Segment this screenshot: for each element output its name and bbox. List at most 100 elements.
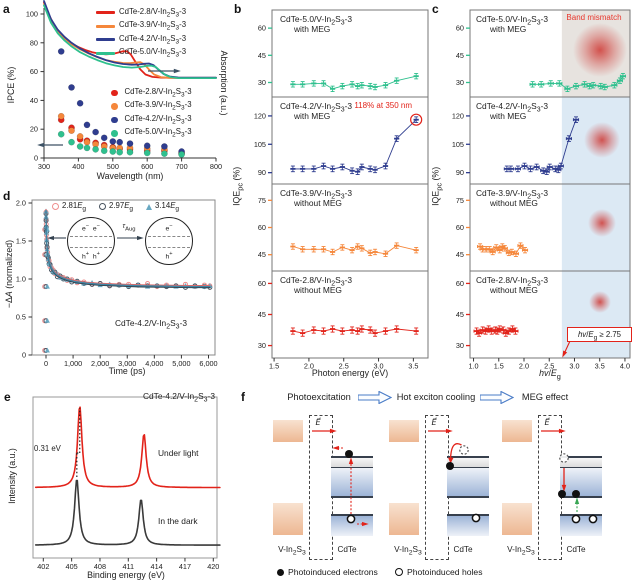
vins-band-block	[273, 420, 303, 442]
panel-b-sp2-title: CdTe-4.2/V-In2S3-3	[280, 101, 353, 114]
vins-material-label: V-In2S3	[507, 545, 535, 557]
band-edge-line	[447, 456, 489, 458]
panel-c-ylabel: IQEpc (%)	[430, 166, 444, 206]
open-hole-icon	[395, 568, 403, 576]
band-dash-line	[70, 247, 112, 249]
vins-band-block	[273, 503, 303, 535]
panel-d: d 0 1,000 2,000 3,000 4,000 5,000 6,000 0 0.5 1.0…	[0, 187, 230, 378]
band-edge-line	[447, 496, 489, 498]
svg-text:2.0: 2.0	[519, 362, 529, 371]
vins-material-label: V-In2S3	[278, 545, 306, 557]
panel-a-line-legend: CdTe-2.8/V-In2S3-3 CdTe-3.9/V-In2S3-3 CdTe…	[96, 6, 186, 60]
panel-c: c 30 45 60 90 105 120 45 60 75 30 45 60 1.0 1.5 2.0 2.5…	[430, 0, 639, 381]
svg-text:0: 0	[44, 359, 48, 368]
legend-item: 2.81Eg	[52, 201, 86, 213]
panel-b-sp4-title: CdTe-2.8/V-In2S3-3	[280, 275, 353, 288]
panel-b-sp1-title: CdTe-5.0/V-In2S3-3	[280, 14, 353, 27]
panel-a-ylabel-left: IPCE (%)	[6, 66, 16, 104]
panel-c-band-mismatch-label: Band mismatch	[566, 13, 622, 22]
svg-text:411: 411	[122, 562, 134, 571]
svg-text:45: 45	[456, 51, 464, 60]
panel-c-sp3-subtitle: without MEG	[490, 198, 538, 208]
svg-text:0.5: 0.5	[16, 313, 26, 322]
conduction-band	[560, 468, 602, 496]
single-hole-label: h+	[165, 250, 173, 260]
auger-lifetime-label: τAug	[122, 223, 136, 233]
conduction-band	[447, 468, 489, 496]
panel-b-meg-annotation: 118% at 350 nm	[354, 101, 412, 110]
valence-band	[560, 515, 602, 536]
field-region-box	[538, 415, 562, 560]
band-edge-line	[560, 456, 602, 458]
panel-b-sp2-subtitle: with MEG	[294, 111, 331, 121]
svg-text:3.5: 3.5	[595, 362, 605, 371]
single-electron-label: e−	[165, 223, 173, 233]
svg-text:1.0: 1.0	[16, 275, 26, 284]
svg-text:75: 75	[456, 196, 464, 205]
svg-text:1.5: 1.5	[494, 362, 504, 371]
svg-text:3.0: 3.0	[569, 362, 579, 371]
biexciton-circle: e− e− h+ h+	[67, 217, 115, 265]
svg-text:75: 75	[258, 196, 266, 205]
panel-c-sp4-title: CdTe-2.8/V-In2S3-3	[476, 275, 549, 288]
cdte-material-label: CdTe	[453, 545, 473, 554]
svg-text:700: 700	[176, 162, 188, 171]
svg-text:60: 60	[258, 223, 266, 232]
svg-text:30: 30	[456, 341, 464, 350]
svg-text:90: 90	[258, 168, 266, 177]
svg-text:3,000: 3,000	[118, 359, 136, 368]
svg-text:120: 120	[254, 111, 266, 120]
panel-b-sp3-subtitle: without MEG	[294, 198, 342, 208]
panel-e-chart: 402 405 408 411 414 417 420	[32, 396, 221, 571]
panel-a-label: a	[3, 2, 10, 16]
svg-text:408: 408	[94, 562, 106, 571]
biexciton-electrons-label: e− e−	[82, 223, 100, 233]
band-edge-line	[560, 514, 602, 516]
panel-b-label: b	[234, 2, 242, 16]
panel-b: b 30 45 60 90 105 120 45 60 75 30 45 60 1.5 2.0 2.5 3.0…	[230, 0, 440, 380]
shift-value-label: 0.31 eV	[34, 444, 61, 453]
svg-text:0: 0	[22, 351, 26, 360]
band-edge-line	[447, 466, 489, 469]
panel-f-label: f	[241, 390, 245, 404]
step-arrow-icon	[480, 391, 514, 404]
svg-text:3.5: 3.5	[408, 362, 418, 371]
svg-text:500: 500	[107, 162, 119, 171]
step-meg-effect-label: MEG effect	[521, 392, 569, 402]
in-the-dark-label: In the dark	[158, 516, 198, 526]
hot-state-band	[560, 457, 602, 467]
legend-item: CdTe-3.9/V-In2S3-3	[96, 20, 186, 34]
biexciton-holes-label: h+ h+	[82, 250, 100, 260]
band-edge-line	[447, 514, 489, 516]
svg-text:2.0: 2.0	[16, 199, 26, 208]
svg-text:60: 60	[258, 24, 266, 33]
band-edge-line	[560, 466, 602, 469]
svg-text:5,000: 5,000	[172, 359, 190, 368]
panel-c-chart: 30 45 60 90 105 120 45 60 75 30 45 60 1.0 1.5 2.0 2.5 3.…	[452, 9, 631, 371]
panel-d-xlabel: Time (ps)	[108, 366, 146, 376]
step-hot-exciton-cooling-label: Hot exciton cooling	[396, 392, 476, 402]
band-dash-line	[148, 236, 190, 238]
under-light-label: Under light	[158, 448, 199, 458]
svg-text:90: 90	[456, 168, 464, 177]
svg-text:30: 30	[456, 78, 464, 87]
vins-band-block	[389, 503, 419, 535]
svg-text:2,000: 2,000	[91, 359, 109, 368]
electric-field-label: E⃗	[315, 418, 321, 427]
svg-text:400: 400	[72, 162, 84, 171]
vins-band-block	[502, 420, 532, 442]
legend-item: CdTe-4.2/V-In2S3-3	[108, 113, 192, 127]
band-edge-line	[331, 466, 373, 469]
panel-a-xlabel: Wavelength (nm)	[96, 171, 164, 181]
svg-text:1.0: 1.0	[468, 362, 478, 371]
panel-e-label: e	[4, 390, 11, 404]
svg-text:30: 30	[258, 341, 266, 350]
band-dash-line	[70, 236, 112, 238]
legend-item: 2.97Eg	[99, 201, 133, 213]
panel-c-xlabel: hv/Eg	[539, 368, 561, 381]
panel-d-sample-label: CdTe-4.2/V-In2S3-3	[114, 318, 188, 331]
hot-state-band	[447, 457, 489, 467]
panel-a-ylabel-right: Absorption (a.u.)	[219, 50, 229, 116]
svg-text:120: 120	[452, 111, 464, 120]
legend-holes-label: Photoinduced holes	[407, 567, 483, 577]
